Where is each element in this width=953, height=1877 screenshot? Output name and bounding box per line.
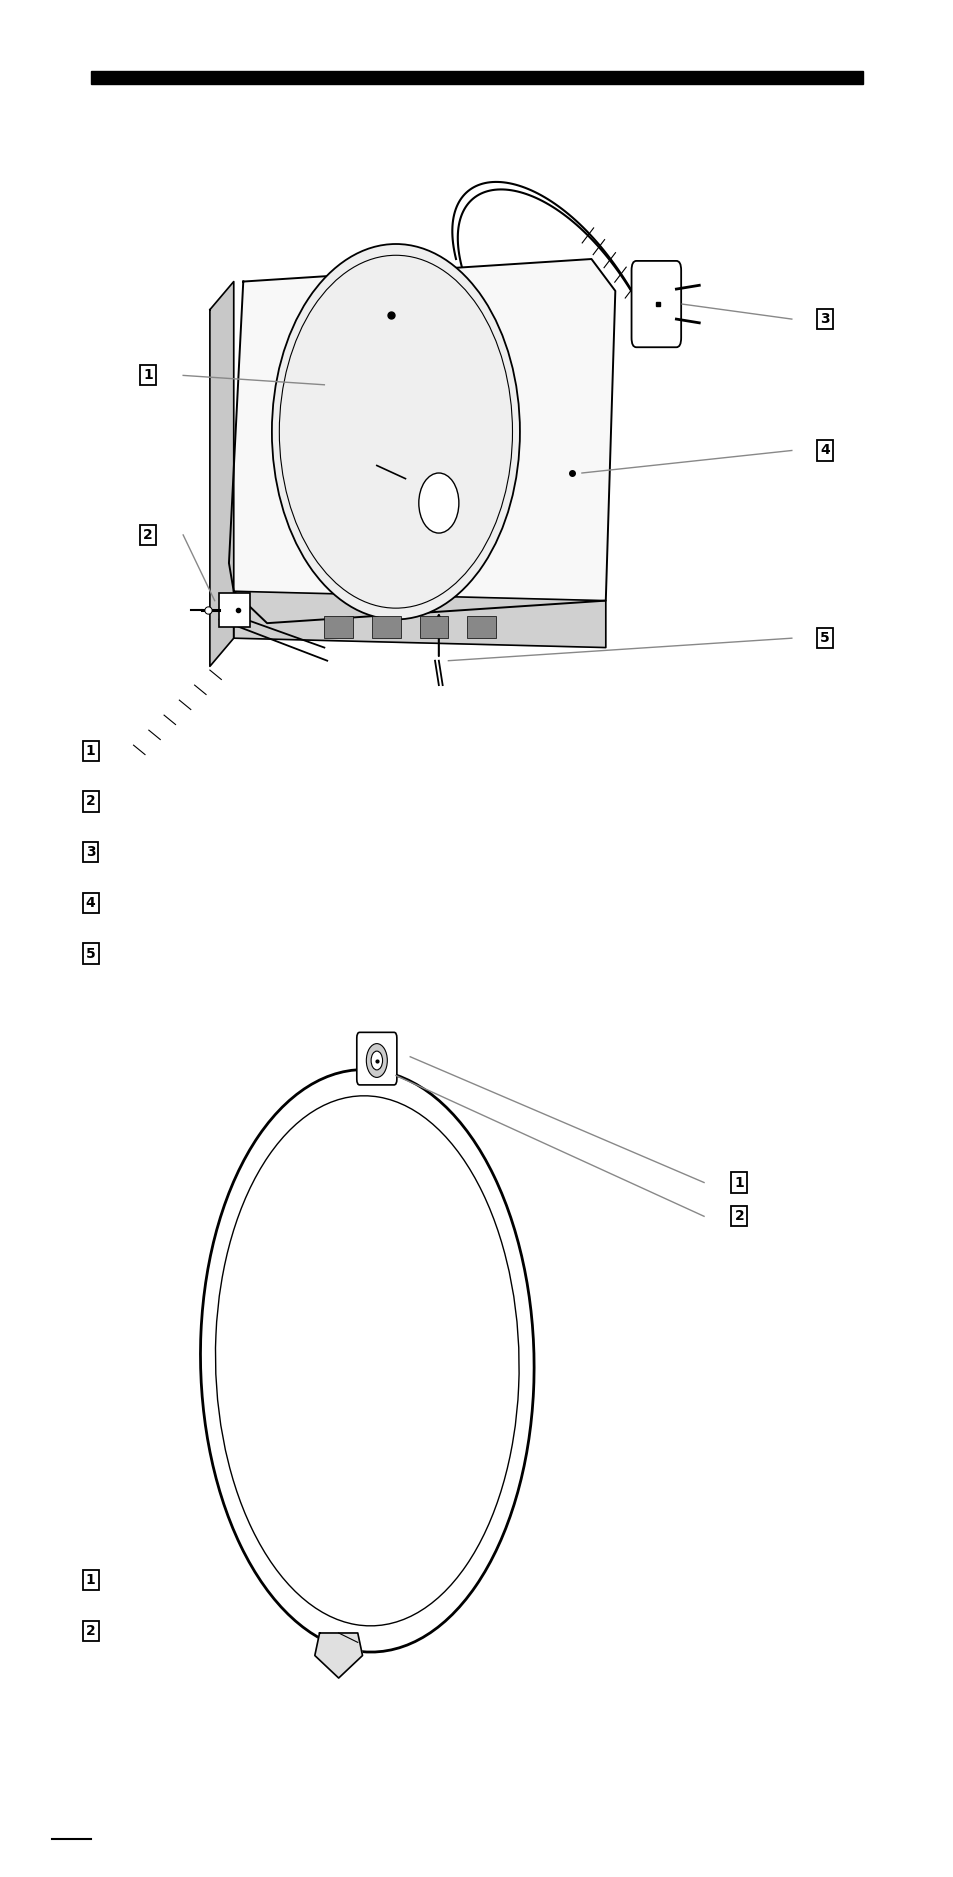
Text: 3: 3 <box>86 845 95 860</box>
Text: 2: 2 <box>734 1209 743 1224</box>
Text: 2: 2 <box>86 1624 95 1639</box>
Ellipse shape <box>217 1098 517 1624</box>
Text: 3: 3 <box>820 312 829 327</box>
Bar <box>91 71 862 84</box>
Text: 1: 1 <box>86 1573 95 1588</box>
FancyBboxPatch shape <box>356 1032 396 1085</box>
Ellipse shape <box>200 1070 534 1652</box>
Text: 1: 1 <box>734 1175 743 1190</box>
Ellipse shape <box>371 1051 382 1070</box>
Ellipse shape <box>215 1096 518 1625</box>
Ellipse shape <box>272 244 519 619</box>
Bar <box>219 593 250 627</box>
Bar <box>419 616 448 638</box>
Bar <box>324 616 353 638</box>
Ellipse shape <box>418 473 458 533</box>
Text: 5: 5 <box>820 631 829 646</box>
Polygon shape <box>210 282 233 666</box>
Text: 1: 1 <box>143 368 152 383</box>
Polygon shape <box>314 1633 362 1678</box>
Text: 4: 4 <box>820 443 829 458</box>
Bar <box>372 616 400 638</box>
Polygon shape <box>233 591 605 648</box>
Text: 4: 4 <box>86 895 95 910</box>
Text: 2: 2 <box>143 527 152 542</box>
Polygon shape <box>229 259 615 623</box>
Bar <box>467 616 496 638</box>
Text: 1: 1 <box>86 743 95 758</box>
Ellipse shape <box>366 1044 387 1077</box>
Text: 5: 5 <box>86 946 95 961</box>
FancyBboxPatch shape <box>631 261 680 347</box>
Text: 2: 2 <box>86 794 95 809</box>
